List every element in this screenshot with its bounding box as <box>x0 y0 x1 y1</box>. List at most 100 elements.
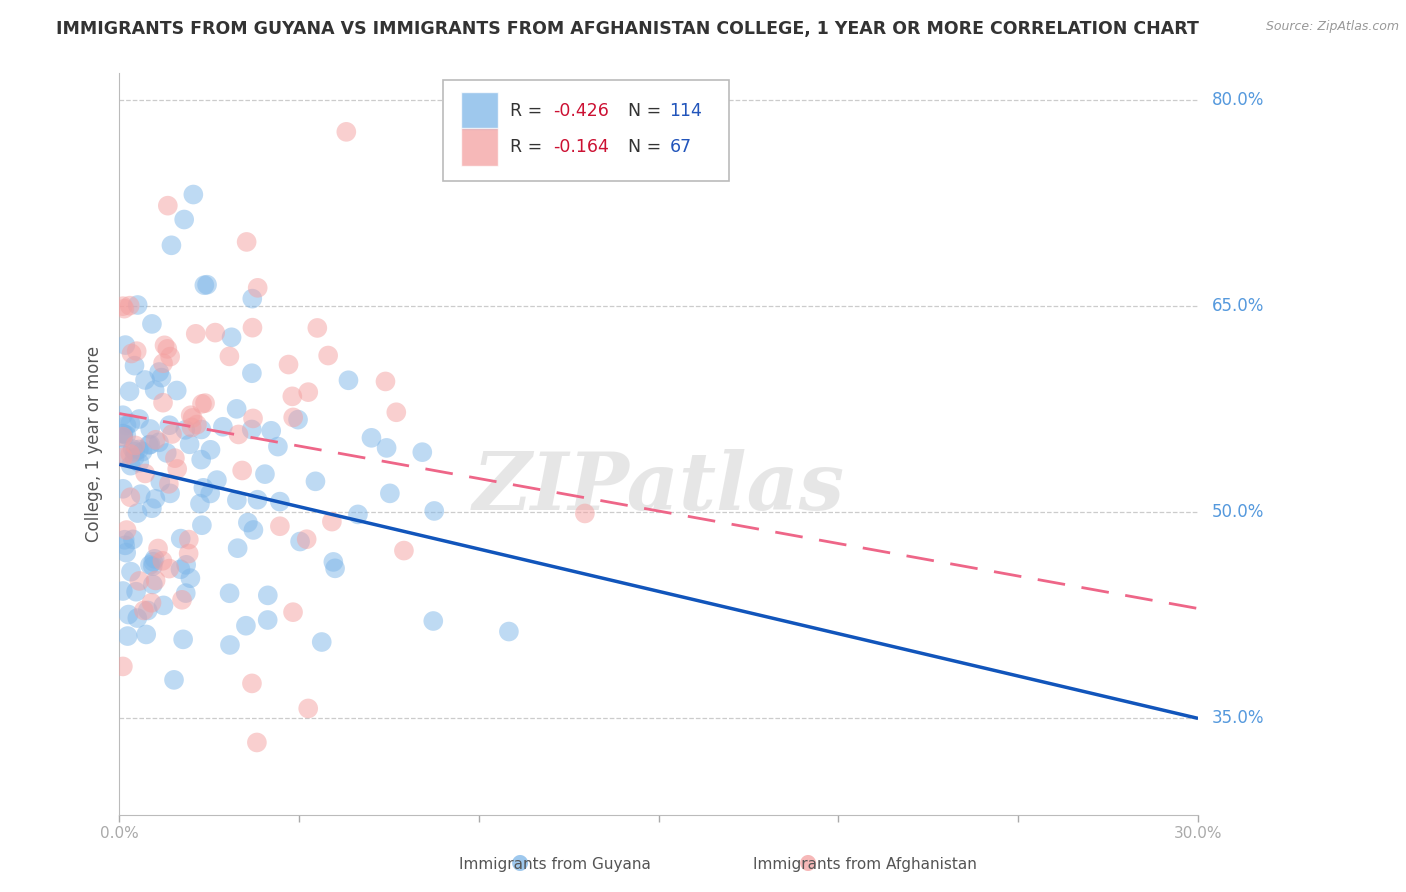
Point <box>190 422 212 436</box>
Point <box>150 554 173 568</box>
Point <box>297 701 319 715</box>
Point <box>131 444 153 458</box>
Point <box>235 618 257 632</box>
Point <box>316 349 339 363</box>
Point <box>378 486 401 500</box>
Point <box>129 487 152 501</box>
FancyBboxPatch shape <box>461 128 498 167</box>
Point <box>120 490 142 504</box>
Text: ●: ● <box>512 853 529 872</box>
Point <box>423 504 446 518</box>
Point <box>174 586 197 600</box>
Point <box>323 561 346 575</box>
Point <box>117 629 139 643</box>
Text: ●: ● <box>800 853 817 872</box>
Point <box>139 558 162 572</box>
Point <box>174 423 197 437</box>
Point <box>156 446 179 460</box>
Point <box>124 445 146 459</box>
Point <box>128 456 150 470</box>
Point <box>146 541 169 556</box>
Point <box>267 440 290 454</box>
Point <box>235 235 257 249</box>
Point <box>111 408 134 422</box>
Point <box>145 574 167 588</box>
Point <box>307 321 329 335</box>
Point <box>231 463 253 477</box>
Point <box>295 532 318 546</box>
Point <box>143 383 166 397</box>
Point <box>121 442 143 456</box>
Point <box>127 298 149 312</box>
Point <box>337 373 360 387</box>
Point <box>281 605 304 619</box>
Point <box>166 384 188 398</box>
Point <box>157 418 180 433</box>
Point <box>226 541 249 556</box>
Point <box>115 418 138 433</box>
Point <box>143 551 166 566</box>
Point <box>128 412 150 426</box>
Point <box>204 326 226 340</box>
Point <box>111 659 134 673</box>
Point <box>236 516 259 530</box>
Text: -0.426: -0.426 <box>553 102 609 120</box>
Text: Immigrants from Afghanistan: Immigrants from Afghanistan <box>752 857 977 872</box>
Point <box>134 373 156 387</box>
Point <box>111 299 134 313</box>
Point <box>141 317 163 331</box>
Point <box>139 437 162 451</box>
Point <box>221 330 243 344</box>
Point <box>138 438 160 452</box>
Point <box>385 405 408 419</box>
Point <box>498 624 520 639</box>
Point <box>375 441 398 455</box>
Point <box>149 475 172 489</box>
Point <box>194 396 217 410</box>
Point <box>225 401 247 416</box>
Text: Immigrants from Guyana: Immigrants from Guyana <box>460 857 651 872</box>
Point <box>219 638 242 652</box>
Point <box>179 571 201 585</box>
Point <box>246 735 269 749</box>
Point <box>269 519 291 533</box>
Point <box>177 533 200 547</box>
Point <box>218 586 240 600</box>
Point <box>166 462 188 476</box>
Point <box>111 448 134 462</box>
Point <box>242 320 264 334</box>
Point <box>135 627 157 641</box>
Point <box>118 384 141 399</box>
Point <box>112 431 135 445</box>
Point <box>111 429 134 443</box>
Text: ZIPatlas: ZIPatlas <box>472 450 845 527</box>
Point <box>170 592 193 607</box>
FancyBboxPatch shape <box>443 80 728 180</box>
Point <box>124 438 146 452</box>
Point <box>128 442 150 457</box>
Point <box>136 603 159 617</box>
Point <box>159 486 181 500</box>
Text: N =: N = <box>628 138 668 156</box>
Point <box>256 588 278 602</box>
Point <box>120 417 142 431</box>
Point <box>269 494 291 508</box>
Point <box>112 426 135 441</box>
Text: R =: R = <box>510 138 547 156</box>
Point <box>200 442 222 457</box>
Point <box>148 365 170 379</box>
Point <box>195 277 218 292</box>
Point <box>212 419 235 434</box>
Point <box>218 350 240 364</box>
Text: 35.0%: 35.0% <box>1212 709 1264 727</box>
Point <box>360 431 382 445</box>
Point <box>121 346 143 360</box>
Text: N =: N = <box>628 102 668 120</box>
Point <box>152 356 174 370</box>
Point <box>159 350 181 364</box>
Point <box>311 635 333 649</box>
Point <box>287 412 309 426</box>
Text: IMMIGRANTS FROM GUYANA VS IMMIGRANTS FROM AFGHANISTAN COLLEGE, 1 YEAR OR MORE CO: IMMIGRANTS FROM GUYANA VS IMMIGRANTS FRO… <box>56 20 1199 37</box>
Point <box>191 518 214 533</box>
Point <box>277 358 299 372</box>
